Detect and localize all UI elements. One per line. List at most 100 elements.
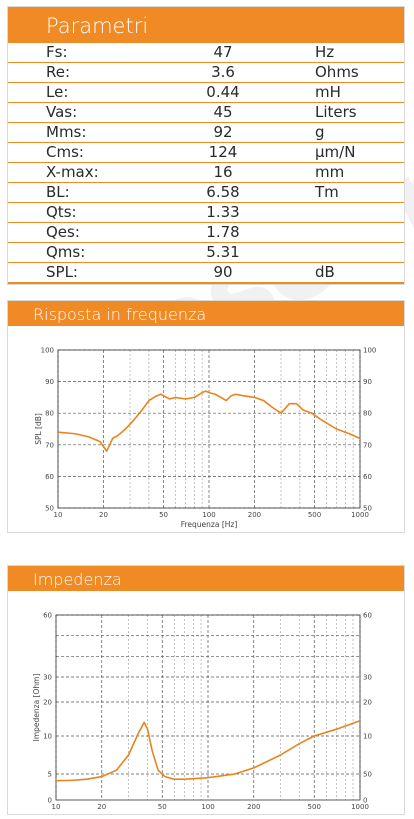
param-label: Mms:: [8, 122, 171, 143]
param-value: 6.58: [171, 182, 275, 203]
right-y-tick-label: 10: [363, 733, 372, 741]
x-tick-label: 50: [159, 511, 168, 519]
y-tick-label: 50: [45, 505, 54, 513]
param-unit: [275, 242, 404, 263]
right-y-tick-label: 100: [363, 347, 376, 355]
y-tick-label: 70: [45, 441, 54, 449]
frequency-response-panel: Risposta in frequenza 10 20 50 100 200 500 100…: [7, 300, 405, 533]
y-tick-label: 60: [43, 612, 52, 620]
x-tick-label: 1000: [351, 511, 369, 519]
param-value: 0.44: [171, 82, 275, 103]
x-tick-label: 200: [247, 803, 260, 811]
param-row: Qts: 1.33: [8, 202, 404, 223]
x-tick-label: 20: [99, 511, 108, 519]
param-row: Le: 0.44 mH: [8, 82, 404, 103]
param-unit: µm/N: [275, 142, 404, 163]
param-row: Vas: 45 Liters: [8, 102, 404, 123]
param-value: 47: [171, 43, 275, 63]
param-label: Cms:: [8, 142, 171, 163]
right-y-tick-label: 60: [363, 473, 372, 481]
x-tick-label: 100: [202, 511, 215, 519]
param-value: 90: [171, 262, 275, 284]
param-label: Qts:: [8, 202, 171, 223]
right-y-tick-label: 50: [363, 505, 372, 513]
impedance-panel: Impedenza 10 20 50 100 200 500 1000 0 0 5 50 10 10 20…: [7, 565, 405, 815]
right-y-tick-label: 30: [363, 674, 372, 682]
param-row: Re: 3.6 Ohms: [8, 62, 404, 83]
x-tick-label: 10: [54, 511, 63, 519]
y-tick-label: 5: [48, 771, 52, 779]
right-y-tick-label: 50: [363, 771, 372, 779]
parameters-title: Parametri: [8, 7, 404, 43]
y-tick-label: 90: [45, 378, 54, 386]
x-tick-label: 10: [52, 803, 61, 811]
param-label: Qms:: [8, 242, 171, 263]
frequency-response-title: Risposta in frequenza: [8, 301, 404, 326]
right-y-tick-label: 20: [363, 699, 372, 707]
plot-frame: [57, 349, 361, 509]
param-row: Qes: 1.78: [8, 222, 404, 243]
parameters-table: Fs: 47 Hz Re: 3.6 Ohms Le: 0.44 mH Vas: 45 Liters Mm…: [8, 43, 404, 284]
param-row: X-max: 16 mm: [8, 162, 404, 183]
x-tick-label: 20: [97, 803, 106, 811]
param-row: Qms: 5.31: [8, 242, 404, 263]
param-value: 16: [171, 162, 275, 183]
y-axis-label: SPL [dB]: [34, 413, 43, 445]
param-unit: g: [275, 122, 404, 143]
response-curve: [57, 390, 361, 452]
x-axis-label: Frequenza [Hz]: [181, 520, 238, 529]
y-tick-label: 60: [45, 473, 54, 481]
param-label: Re:: [8, 62, 171, 83]
x-tick-label: 100: [201, 803, 214, 811]
param-label: Fs:: [8, 43, 171, 63]
param-value: 92: [171, 122, 275, 143]
param-row: SPL: 90 dB: [8, 262, 404, 284]
y-tick-label: 80: [45, 410, 54, 418]
right-y-tick-label: 80: [363, 410, 372, 418]
param-row: Fs: 47 Hz: [8, 43, 404, 63]
y-tick-label: 30: [43, 674, 52, 682]
param-row: BL: 6.58 Tm: [8, 182, 404, 203]
x-axis-label: Frequenza [Hz]: [180, 812, 237, 813]
param-value: 3.6: [171, 62, 275, 83]
param-value: 1.78: [171, 222, 275, 243]
response-curve: [55, 719, 361, 782]
y-axis-label: Impedenza [Ohm]: [32, 674, 41, 742]
y-tick-label: 100: [41, 347, 54, 355]
param-label: Le:: [8, 82, 171, 103]
param-label: Qes:: [8, 222, 171, 243]
impedance-title: Impedenza: [8, 566, 404, 591]
param-unit: Liters: [275, 102, 404, 123]
plot-frame: [55, 614, 361, 801]
x-tick-label: 50: [158, 803, 167, 811]
right-y-tick-label: 0: [363, 797, 367, 805]
param-unit: mH: [275, 82, 404, 103]
param-unit: Tm: [275, 182, 404, 203]
right-y-tick-label: 90: [363, 378, 372, 386]
parameters-panel: Parametri Fs: 47 Hz Re: 3.6 Ohms Le: 0.44 mH Vas:…: [7, 6, 405, 285]
param-unit: Hz: [275, 43, 404, 63]
param-unit: Ohms: [275, 62, 404, 83]
param-value: 45: [171, 102, 275, 123]
x-tick-label: 1000: [351, 803, 369, 811]
y-tick-label: 20: [43, 699, 52, 707]
right-y-tick-label: 70: [363, 441, 372, 449]
param-row: Cms: 124 µm/N: [8, 142, 404, 163]
x-tick-label: 500: [308, 511, 321, 519]
y-tick-label: 0: [48, 797, 52, 805]
param-label: X-max:: [8, 162, 171, 183]
param-unit: mm: [275, 162, 404, 183]
param-unit: [275, 202, 404, 223]
x-tick-label: 200: [248, 511, 261, 519]
y-tick-label: 10: [43, 733, 52, 741]
param-label: Vas:: [8, 102, 171, 123]
param-value: 5.31: [171, 242, 275, 263]
x-tick-label: 500: [308, 803, 321, 811]
param-unit: [275, 222, 404, 243]
param-row: Mms: 92 g: [8, 122, 404, 143]
right-y-tick-label: 60: [363, 612, 372, 620]
param-label: SPL:: [8, 262, 171, 284]
param-label: BL:: [8, 182, 171, 203]
